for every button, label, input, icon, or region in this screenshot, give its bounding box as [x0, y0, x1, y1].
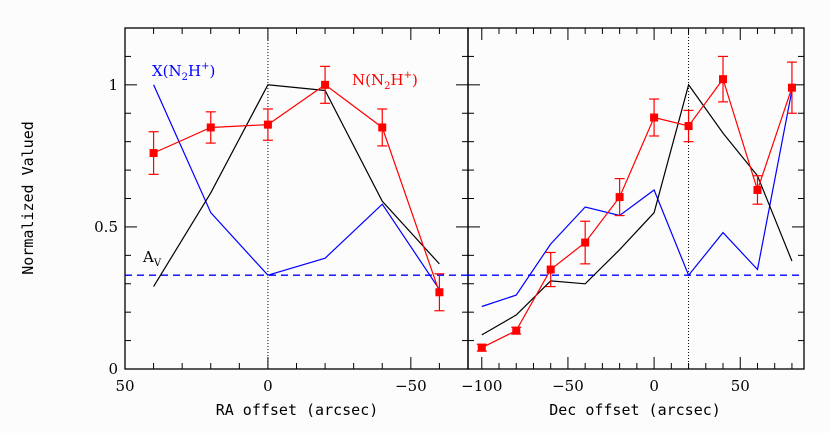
dec-panel: Dec offset (arcsec) −100 −50 0 50 — [461, 27, 805, 419]
dec-x-tick-label: 0 — [649, 377, 659, 395]
dec-plot-frame — [467, 27, 805, 370]
ra-av-series-line — [153, 84, 440, 287]
y-axis-label: Normalized Valued — [19, 121, 37, 275]
av-label: AV — [142, 248, 162, 269]
ra-x-tick-label: 0 — [263, 377, 273, 395]
y-tick-label: 1 — [108, 76, 118, 94]
dec-data-point — [512, 326, 521, 335]
ra-x-tick-label: 50 — [115, 377, 134, 395]
dec-data-point — [684, 122, 693, 131]
dec-data-point — [650, 113, 659, 122]
ra-panel: RA offset (arcsec) X(N2H+) N(N2H+) AV 0 0… — [94, 27, 469, 419]
dec-n-n2h-series-line — [481, 77, 793, 349]
dec-x-tick-label: 50 — [731, 377, 750, 395]
dec-x-axis-label: Dec offset (arcsec) — [549, 401, 721, 419]
dec-x-tick-label: −50 — [552, 377, 584, 395]
n-n2h-label: N(N2H+) — [352, 70, 418, 92]
dec-data-point — [787, 83, 796, 92]
dec-data-point — [615, 193, 624, 202]
ra-data-point — [321, 80, 330, 89]
ra-x-n2h-series-line — [153, 84, 440, 290]
ra-x-axis-label: RA offset (arcsec) — [216, 401, 379, 419]
dec-data-point — [477, 343, 486, 352]
ra-data-point — [149, 149, 158, 158]
ra-x-tick-label: −50 — [395, 377, 427, 395]
dec-data-point — [546, 265, 555, 274]
dec-av-series-line — [481, 83, 793, 336]
ra-data-point — [435, 288, 444, 297]
dec-data-point — [753, 185, 762, 194]
y-tick-label: 0 — [108, 360, 118, 378]
x-n2h-label: X(N2H+) — [152, 61, 215, 83]
dec-x-tick-label: −100 — [461, 377, 502, 395]
dec-x-n2h-series-line — [481, 90, 793, 308]
dec-data-point — [719, 75, 728, 84]
ra-data-point — [263, 120, 272, 129]
dec-data-point — [581, 238, 590, 247]
y-tick-label: 0.5 — [94, 218, 118, 236]
ra-data-point — [378, 123, 387, 132]
ra-data-point — [206, 123, 215, 132]
ra-n-n2h-series-line — [153, 84, 440, 293]
